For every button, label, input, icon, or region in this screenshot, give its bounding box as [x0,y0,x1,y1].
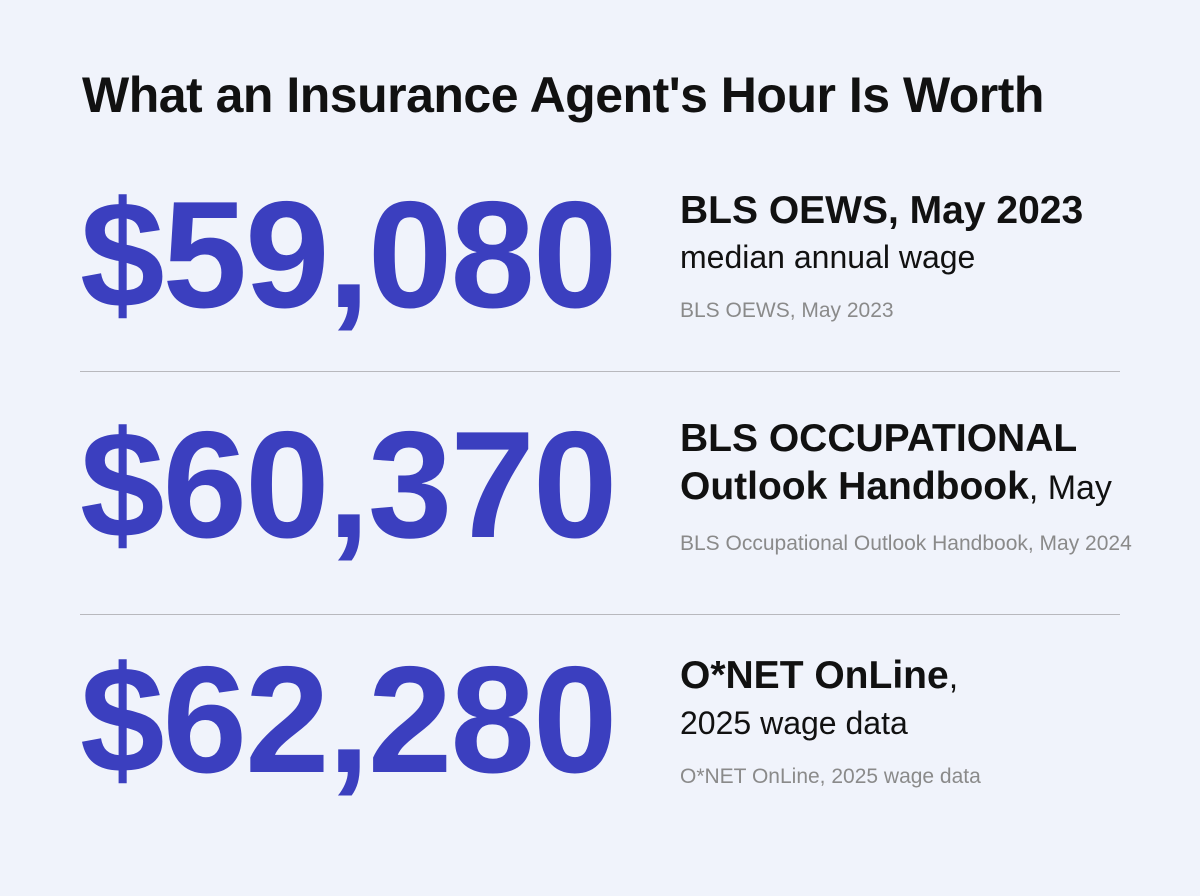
stat-row: $62,280 O*NET OnLine, 2025 wage data O*NET … [0,605,1200,835]
heading-text: Outlook Handbook [680,464,1029,508]
stat-info: BLS OEWS, May 2023 median annual wage BLS … [680,140,1160,370]
stat-info: O*NET OnLine, 2025 wage data O*NET OnLine,… [680,605,1160,835]
stat-source: O*NET OnLine, 2025 wage data [680,764,981,788]
stat-value: $62,280 [80,634,617,805]
heading-text: BLS OCCUPATIONAL [680,416,1078,460]
stat-value: $59,080 [80,169,617,340]
stat-detail: median annual wage [680,239,976,275]
stat-heading: O*NET OnLine, [680,652,1160,701]
heading-suffix: , May [1028,468,1112,507]
heading-suffix: , [948,657,959,696]
stat-source: BLS Occupational Outlook Handbook, May 2… [680,531,1132,555]
stat-source: BLS OEWS, May 2023 [680,299,894,322]
stat-row: $59,080 BLS OEWS, May 2023 median annual w… [0,140,1200,370]
heading-text: BLS OEWS, May 2023 [680,189,1084,232]
divider [80,614,1120,615]
title: What an Insurance Agent's Hour Is Worth [82,67,1044,123]
divider [80,371,1120,372]
stat-row: $60,370 BLS OCCUPATIONAL Outlook Handbook,… [0,370,1200,600]
stat-info: BLS OCCUPATIONAL Outlook Handbook, May BLS… [680,370,1160,600]
stat-heading: BLS OEWS, May 2023 [680,187,1160,235]
heading-text: O*NET OnLine [680,653,949,697]
stat-detail: 2025 wage data [680,704,908,741]
stat-heading: Outlook Handbook, May [680,463,1160,512]
stat-value: $60,370 [80,399,617,570]
stat-heading: BLS OCCUPATIONAL [680,415,1160,463]
